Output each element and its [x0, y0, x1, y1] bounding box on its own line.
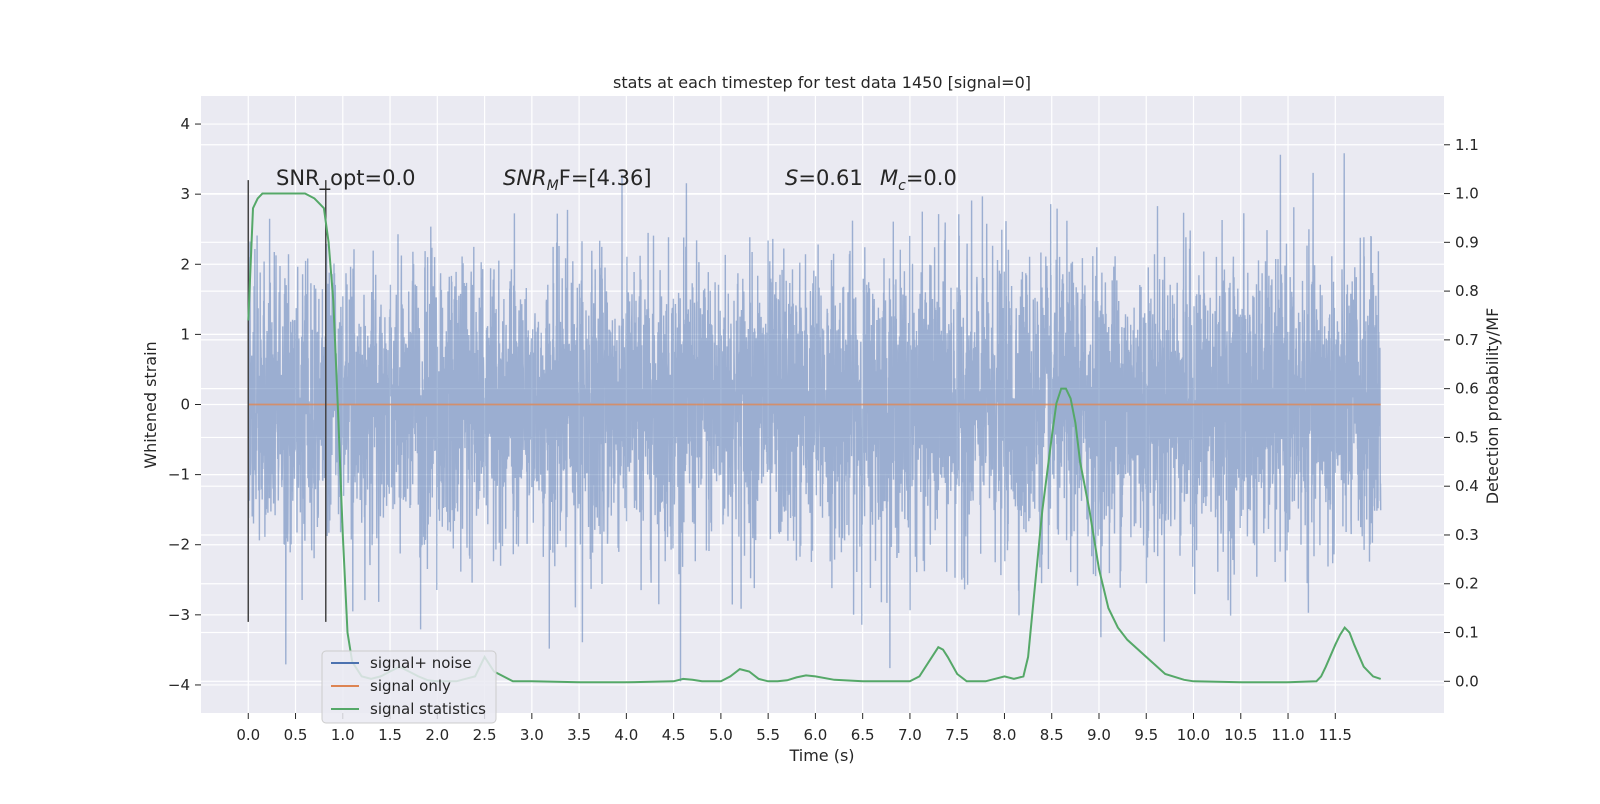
signal-statistics-series: [247, 192, 1382, 684]
legend-label-signal-statistics: signal statistics: [370, 700, 486, 718]
y-tick-label: 3: [180, 185, 190, 203]
y2-axis-label: Detection probability/MF: [1483, 308, 1502, 505]
x-tick-label: 7.5: [945, 726, 969, 744]
x-tick-label: 0.0: [236, 726, 260, 744]
x-tick-label: 6.0: [803, 726, 827, 744]
signal-noise-series: [247, 153, 1382, 682]
annotation-s-value: =0.61: [798, 166, 862, 190]
y2-tick-label: 0.3: [1455, 526, 1479, 544]
legend-box: [321, 650, 497, 724]
legend-label-signal-noise: signal+ noise: [370, 654, 472, 672]
x-tick-label: 8.5: [1040, 726, 1064, 744]
x-tick-label: 3.5: [567, 726, 591, 744]
y2-tick-label: 0.5: [1455, 428, 1479, 446]
y2-tick-label: 0.8: [1455, 282, 1479, 300]
y-tick-label: 0: [180, 396, 190, 414]
annotation-s: S=0.61: [785, 166, 863, 190]
x-tick-label: 7.0: [898, 726, 922, 744]
signal-noise-line: [247, 153, 1382, 682]
x-axis-ticks: 0.0 0.5 1.0 1.5 2.0 2.5 3.0 3.5 4.0 4.5 5.0 5.5 6.0 6…: [236, 713, 1352, 744]
y-tick-label: −3: [168, 606, 190, 624]
x-tick-label: 0.5: [284, 726, 308, 744]
x-tick-label: 11.5: [1319, 726, 1352, 744]
x-tick-label: 2.0: [425, 726, 449, 744]
y-tick-label: −1: [168, 466, 190, 484]
y-tick-label: −2: [168, 536, 190, 554]
y2-tick-label: 0.7: [1455, 331, 1479, 349]
x-tick-label: 9.0: [1087, 726, 1111, 744]
x-tick-label: 10.5: [1224, 726, 1257, 744]
annotation-snr-mf: SNRMF=[4.36]: [503, 166, 652, 194]
y2-tick-label: 0.1: [1455, 624, 1479, 642]
annotation-s-main: S: [785, 166, 798, 190]
annotation-snr-opt: SNR_opt=0.0: [276, 166, 416, 191]
y2-tick-label: 0.6: [1455, 380, 1479, 398]
annotation-snr-mf-rest: F=[4.36]: [559, 166, 652, 190]
y2-tick-label: 0.4: [1455, 477, 1479, 495]
x-tick-label: 1.0: [331, 726, 355, 744]
legend-label-signal-only: signal only: [370, 677, 451, 695]
annotation-mc-value: =0.0: [906, 166, 957, 190]
x-tick-label: 3.0: [520, 726, 544, 744]
x-axis-label: Time (s): [788, 746, 854, 765]
x-tick-label: 5.0: [709, 726, 733, 744]
x-tick-label: 6.5: [851, 726, 875, 744]
annotation-snr-mf-sub: M: [547, 178, 559, 194]
annotation-mc-main: M: [880, 166, 898, 190]
y2-tick-label: 0.0: [1455, 672, 1479, 690]
y2-tick-label: 1.1: [1455, 136, 1479, 154]
annotation-mc-sub: c: [898, 178, 906, 194]
x-tick-label: 2.5: [473, 726, 497, 744]
x-tick-label: 11.0: [1271, 726, 1304, 744]
y-tick-label: 4: [180, 115, 190, 133]
x-tick-label: 4.5: [662, 726, 686, 744]
vertical-markers: [247, 180, 327, 622]
y2-tick-label: 1.0: [1455, 185, 1479, 203]
annotation-mc: Mc=0.0: [880, 166, 957, 194]
y-tick-label: 2: [180, 255, 190, 273]
chart-title: stats at each timestep for test data 145…: [613, 73, 1031, 92]
y-axis-label: Whitened strain: [141, 341, 160, 468]
y-axis-ticks: 4 3 2 1 0 −1 −2 −3 −4: [168, 115, 201, 694]
legend: signal+ noise signal only signal statist…: [321, 650, 497, 724]
y2-tick-label: 0.2: [1455, 575, 1479, 593]
signal-statistics-line: [247, 192, 1382, 684]
y2-axis-ticks: 1.1 1.0 0.9 0.8 0.7 0.6 0.5 0.4 0.3 0.2 0.1 0.0: [1444, 136, 1479, 690]
x-tick-label: 1.5: [378, 726, 402, 744]
y-tick-label: 1: [180, 325, 190, 343]
y-tick-label: −4: [168, 676, 190, 694]
x-tick-label: 5.5: [756, 726, 780, 744]
x-tick-label: 10.0: [1177, 726, 1210, 744]
x-tick-label: 9.5: [1134, 726, 1158, 744]
annotation-snr-mf-main: SNR: [503, 166, 547, 190]
x-tick-label: 4.0: [614, 726, 638, 744]
x-tick-label: 8.0: [993, 726, 1017, 744]
y2-tick-label: 0.9: [1455, 233, 1479, 251]
